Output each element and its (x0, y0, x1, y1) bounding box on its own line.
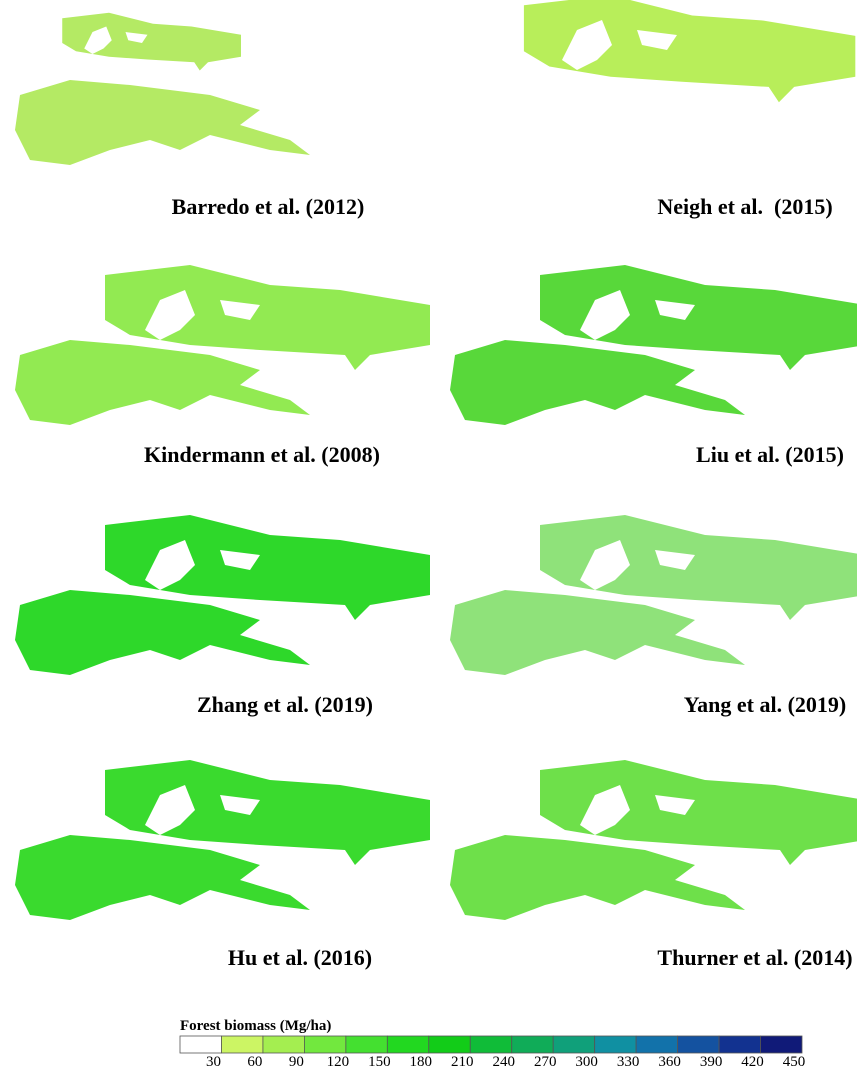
legend-swatch (553, 1036, 594, 1053)
legend-tick-label: 180 (410, 1054, 433, 1068)
legend-tick-label: 300 (575, 1054, 598, 1068)
legend-tick-label: 420 (741, 1054, 764, 1068)
legend-swatch (387, 1036, 428, 1053)
legend-tick-label: 360 (658, 1054, 681, 1068)
legend-tick-label: 330 (617, 1054, 640, 1068)
map-panel: Liu et al. (2015) (450, 265, 857, 467)
legend-swatch (470, 1036, 511, 1053)
legend-swatch (719, 1036, 760, 1053)
legend-swatch (304, 1036, 345, 1053)
panel-caption: Hu et al. (2016) (228, 945, 372, 970)
legend-swatch (636, 1036, 677, 1053)
legend-swatch (429, 1036, 470, 1053)
panel-caption: Liu et al. (2015) (696, 442, 844, 467)
forest-map (15, 340, 310, 425)
forest-map (450, 835, 745, 920)
legend-swatch (263, 1036, 304, 1053)
legend-title: Forest biomass (Mg/ha) (180, 1018, 331, 1034)
legend-tick-label: 210 (451, 1054, 474, 1068)
legend-tick-label: 150 (368, 1054, 391, 1068)
map-panel: Kindermann et al. (2008) (15, 265, 430, 467)
panel-caption: Zhang et al. (2019) (197, 692, 373, 717)
legend-tick-label: 390 (700, 1054, 723, 1068)
page: {"panels": [ {"caption": "Barredo et al.… (0, 0, 857, 1068)
panel-caption: Neigh et al. (2015) (657, 194, 832, 219)
map-panel: Hu et al. (2016) (15, 760, 430, 970)
legend-swatch (595, 1036, 636, 1053)
panel-caption: Yang et al. (2019) (684, 692, 847, 717)
legend-swatch (221, 1036, 262, 1053)
legend-tick-label: 30 (206, 1054, 221, 1068)
panel-caption: Kindermann et al. (2008) (144, 442, 380, 467)
map-panel: Barredo et al. (2012) (15, 13, 364, 219)
forest-map (450, 590, 745, 675)
map-panel: Zhang et al. (2019) (15, 515, 430, 717)
legend-swatch (512, 1036, 553, 1053)
map-panel: Yang et al. (2019) (450, 515, 857, 717)
map-panel: Thurner et al. (2014) (450, 760, 857, 970)
forest-map (15, 590, 310, 675)
legend-tick-label: 90 (289, 1054, 304, 1068)
forest-map (15, 835, 310, 920)
map-panel: Neigh et al. (2015) (524, 0, 856, 219)
legend-swatch (761, 1036, 802, 1053)
forest-map (450, 340, 745, 425)
panel-caption: Thurner et al. (2014) (657, 945, 852, 970)
legend-tick-label: 450 (783, 1054, 806, 1068)
forest-map (15, 80, 310, 165)
legend-tick-label: 60 (247, 1054, 262, 1068)
legend-tick-label: 240 (492, 1054, 515, 1068)
legend-tick-label: 270 (534, 1054, 557, 1068)
legend-tick-label: 120 (327, 1054, 350, 1068)
legend-swatch (180, 1036, 221, 1053)
figure: Barredo et al. (2012) Neigh et al. (2015… (0, 0, 857, 1068)
legend-swatch (346, 1036, 387, 1053)
panel-caption: Barredo et al. (2012) (172, 194, 365, 219)
legend-swatch (678, 1036, 719, 1053)
legend: Forest biomass (Mg/ha) 30 60 90 120 150 180 21… (180, 1018, 805, 1068)
